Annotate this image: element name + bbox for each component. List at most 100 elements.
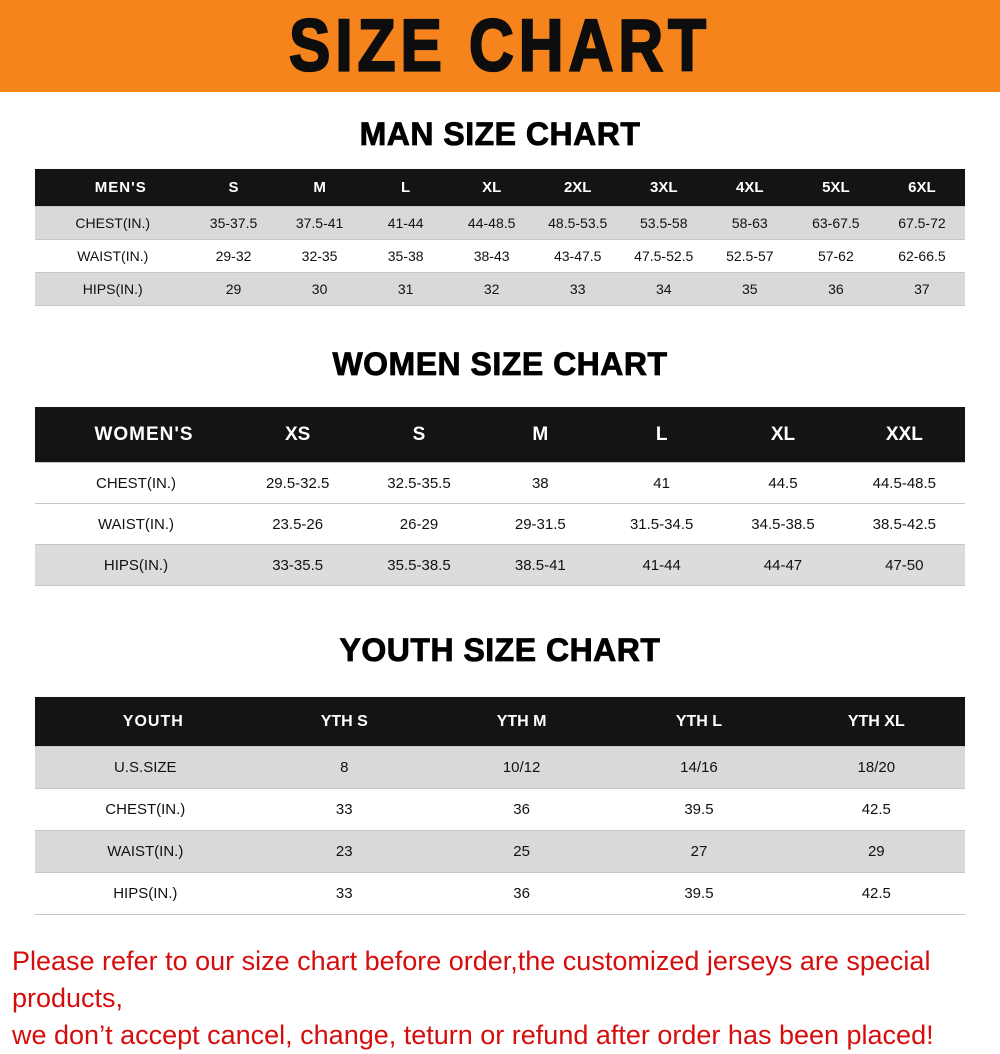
column-header: S [412, 423, 426, 445]
table-cell: 32.5-35.5 [387, 474, 451, 492]
table-cell: 18/20 [857, 759, 896, 776]
table-cell: 31.5-34.5 [629, 515, 694, 533]
table-title-cell: YOUTH [122, 712, 184, 730]
table-cell: 41-44 [642, 556, 681, 574]
table-row: HIPS(IN.) 33 36 39.5 42.5 [35, 872, 965, 915]
table-cell: 31 [397, 281, 414, 297]
table-cell: 26-29 [399, 515, 439, 533]
row-label: HIPS(IN.) [113, 885, 178, 902]
table-cell: 10/12 [502, 759, 541, 776]
table-cell: 53.5-58 [640, 215, 688, 231]
man-size-table: MEN'S S M L XL 2XL 3XL 4XL 5XL 6XL CHEST(IN.) 35-37… [35, 169, 965, 306]
table-cell: 29 [867, 843, 885, 860]
table-cell: 8 [340, 759, 349, 776]
table-cell: 34.5-38.5 [751, 515, 815, 533]
table-header-row: YOUTH YTH S YTH M YTH L YTH XL [35, 697, 965, 747]
column-header: 4XL [736, 179, 764, 196]
table-cell: 33 [335, 885, 353, 902]
table-cell: 44-48.5 [467, 215, 516, 231]
youth-size-section: YOUTH SIZE CHART YOUTH YTH S YTH M YTH L YTH… [0, 632, 1000, 915]
footer-notice-line1: Please refer to our size chart before or… [12, 946, 931, 1013]
column-header: S [228, 179, 239, 196]
table-cell: 38 [531, 474, 549, 492]
row-label: WAIST(IN.) [107, 843, 184, 860]
women-chart-heading: WOMEN SIZE CHART [332, 346, 668, 383]
table-title-cell: WOMEN'S [94, 423, 194, 445]
table-cell: 35-38 [387, 248, 424, 264]
column-header: M [532, 423, 549, 445]
table-cell: 62-66.5 [898, 248, 946, 264]
table-cell: 48.5-53.5 [548, 215, 608, 231]
column-header: 2XL [563, 179, 592, 196]
women-size-table: WOMEN'S XS S M L XL XXL CHEST(IN.) 29.5-32.5 32.5… [35, 407, 965, 586]
column-header: YTH M [496, 712, 547, 730]
column-header: M [313, 179, 326, 196]
man-chart-heading: MAN SIZE CHART [359, 116, 641, 153]
table-cell: 63-67.5 [812, 215, 860, 231]
column-header: XS [284, 423, 311, 445]
column-header: YTH L [675, 712, 723, 730]
table-cell: 35-37.5 [209, 215, 258, 231]
column-header: L [401, 179, 411, 196]
table-cell: 47.5-52.5 [634, 248, 694, 264]
column-header: XXL [885, 423, 923, 445]
table-cell: 38.5-42.5 [872, 515, 937, 533]
table-cell: 29-31.5 [514, 515, 566, 533]
table-cell: 41-44 [387, 215, 424, 231]
table-row: CHEST(IN.) 33 36 39.5 42.5 [35, 788, 965, 831]
table-cell: 27 [690, 843, 708, 860]
table-cell: 34 [655, 281, 672, 297]
row-label: HIPS(IN.) [82, 281, 143, 297]
table-row: U.S.SIZE 8 10/12 14/16 18/20 [35, 746, 965, 789]
man-size-section: MAN SIZE CHART MEN'S S M L XL 2XL 3XL 4XL 5XL 6XL… [0, 116, 1000, 306]
column-header: 3XL [650, 179, 678, 196]
table-cell: 25 [513, 843, 530, 860]
table-cell: 38.5-41 [514, 556, 566, 574]
column-header: YTH XL [847, 712, 905, 730]
table-cell: 57-62 [817, 248, 854, 264]
row-label: CHEST(IN.) [96, 474, 176, 492]
row-label: CHEST(IN.) [75, 215, 151, 231]
table-header-row: MEN'S S M L XL 2XL 3XL 4XL 5XL 6XL [35, 169, 965, 207]
table-cell: 30 [311, 281, 328, 297]
table-cell: 23.5-26 [272, 515, 324, 533]
column-header: XL [482, 179, 502, 196]
table-cell: 37 [914, 281, 930, 297]
row-label: U.S.SIZE [114, 759, 177, 776]
table-row: CHEST(IN.) 29.5-32.5 32.5-35.5 38 41 44.5 44.5… [35, 462, 965, 504]
table-cell: 44.5-48.5 [872, 474, 937, 492]
size-table: YOUTH YTH S YTH M YTH L YTH XL U.S.SIZE 8 10/12… [35, 697, 965, 915]
row-label: WAIST(IN.) [97, 515, 175, 533]
size-table: WOMEN'S XS S M L XL XXL CHEST(IN.) 29.5-32.5 32.5… [35, 407, 965, 586]
table-cell: 36 [513, 885, 530, 902]
row-label: HIPS(IN.) [103, 556, 169, 574]
table-row: WAIST(IN.) 29-32 32-35 35-38 38-43 43-47.5 47.… [35, 239, 965, 273]
table-header-row: WOMEN'S XS S M L XL XXL [35, 407, 965, 463]
table-cell: 58-63 [731, 215, 768, 231]
table-cell: 29.5-32.5 [265, 474, 330, 492]
size-table: MEN'S S M L XL 2XL 3XL 4XL 5XL 6XL CHEST(IN.) 35-37… [35, 169, 965, 306]
row-label: WAIST(IN.) [77, 248, 149, 264]
column-header: 5XL [822, 179, 850, 196]
table-cell: 23 [335, 843, 353, 860]
table-cell: 41 [653, 474, 670, 492]
table-cell: 29-32 [215, 248, 252, 264]
footer-notice-line2: we don’t accept cancel, change, teturn o… [12, 1020, 934, 1050]
table-cell: 32 [483, 281, 500, 297]
table-cell: 32-35 [301, 248, 338, 264]
table-row: CHEST(IN.) 35-37.5 37.5-41 41-44 44-48.5 48.5… [35, 206, 965, 240]
table-cell: 39.5 [684, 885, 714, 902]
column-header: XL [770, 423, 796, 445]
row-label: CHEST(IN.) [105, 801, 186, 818]
banner: SIZE CHART [0, 0, 1000, 92]
table-cell: 39.5 [684, 801, 714, 818]
table-cell: 44-47 [763, 556, 803, 574]
table-cell: 44.5 [768, 474, 798, 492]
youth-chart-heading: YOUTH SIZE CHART [339, 632, 661, 669]
column-header: YTH S [320, 712, 368, 730]
table-row: HIPS(IN.) 33-35.5 35.5-38.5 38.5-41 41-44 44-… [35, 544, 965, 586]
table-cell: 47-50 [885, 556, 924, 574]
table-cell: 42.5 [861, 801, 891, 818]
column-header: L [655, 423, 668, 445]
